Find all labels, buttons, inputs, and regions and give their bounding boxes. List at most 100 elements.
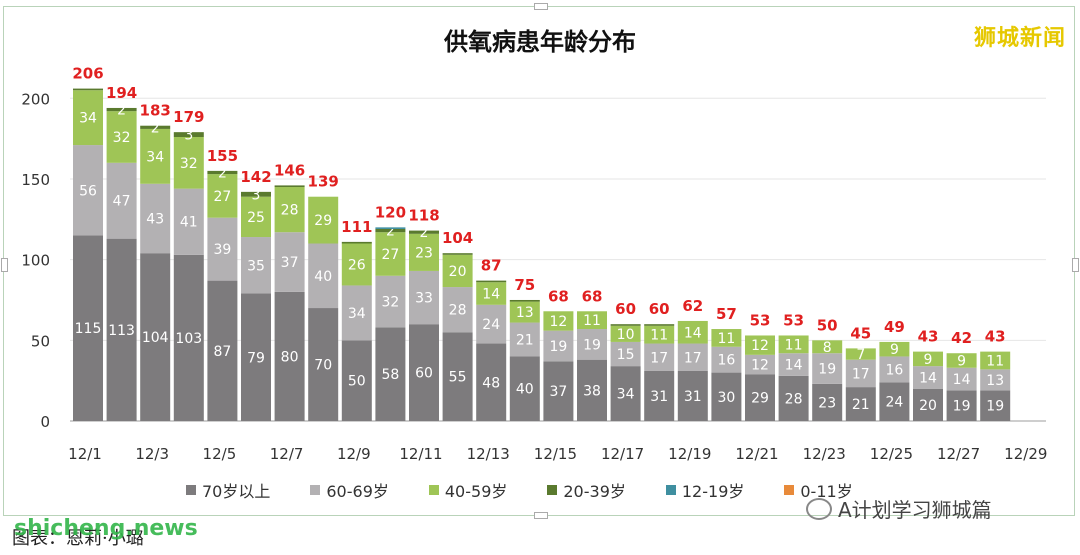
bar-segment-label: 58 [381,367,399,383]
bar-total-label: 43 [918,328,939,346]
bar-segment-label: 34 [617,387,635,403]
bar-segment [442,332,473,421]
bar-segment-label: 19 [583,337,601,353]
wechat-watermark: A计划学习狮城篇 [806,494,992,523]
bar-segment-label: 2 [117,103,126,119]
legend-swatch [310,485,321,495]
bar-total-label: 75 [514,276,535,294]
bar-segment-label: 43 [146,211,164,227]
bar-segment [980,369,1011,391]
bar-segment [173,188,204,255]
legend-label: 20-39岁 [563,482,626,501]
legend-item: 60-69岁 [310,478,389,502]
bar-segment [845,359,876,388]
bar-segment-label: 37 [281,255,299,271]
legend-item: 70岁以上 [186,478,270,502]
bar-total-label: 45 [850,324,871,342]
bar-segment-label: 9 [890,342,899,358]
bar-segment [577,359,607,421]
bar-segment [610,325,641,342]
bar-segment [106,238,137,421]
legend-swatch [186,485,196,495]
resize-handle-bottom[interactable] [534,512,548,519]
bar-segment-label: 13 [986,373,1004,389]
bar-segment [140,253,171,421]
legend-label: 40-59岁 [444,482,508,501]
bar-segment [375,228,406,233]
bar-segment-label: 23 [415,245,433,261]
x-tick-label: 12/5 [203,445,237,463]
bar-segment [509,301,540,323]
legend-label: 70岁以上 [202,482,271,501]
bar-segment-label: 12 [549,314,567,330]
bar-total-label: 118 [408,207,439,225]
bar-segment [913,351,943,367]
bar-segment [845,348,876,360]
bar-segment [946,353,977,368]
bar-segment [778,375,809,421]
bar-segment [106,111,137,163]
bar-segment-label: 16 [717,353,735,369]
bar-total-label: 139 [308,173,339,191]
bar-segment-label: 14 [919,370,937,386]
bar-segment [207,174,238,218]
bar-total-label: 142 [240,168,271,186]
bar-segment-label: 2 [151,120,160,136]
bar-segment [913,388,943,421]
bar-segment [677,320,708,344]
bar-segment-label: 8 [823,340,832,356]
bar-segment-label: 35 [247,258,265,274]
bar-segment-label: 37 [549,384,567,400]
legend-swatch [547,485,558,495]
bar-segment-label: 3 [184,128,193,144]
bar-segment-label: 17 [650,350,668,366]
x-tick-label: 12/23 [803,445,846,463]
resize-handle-left[interactable] [1,258,8,272]
bar-segment-label: 70 [314,358,332,374]
bar-segment [711,329,742,347]
chart-title: 供氧病患年龄分布 [444,28,636,56]
bar-segment [241,237,271,294]
bar-segment-label: 10 [617,327,635,343]
legend-label: 0-11岁 [800,482,853,501]
bar-total-label: 194 [106,84,137,102]
legend-label: 60-69岁 [326,482,389,501]
legend-swatch [784,485,795,495]
bar-segment-label: 34 [348,306,366,322]
x-tick-label: 12/11 [399,445,442,463]
bar-segment [274,291,305,421]
bar-segment [73,90,103,146]
bar-segment-label: 3 [252,187,261,203]
bar-segment [308,243,339,309]
bar-segment-label: 26 [348,257,366,273]
bar-segment-label: 115 [75,321,102,337]
bar-segment-label: 28 [449,303,467,319]
bar-segment [409,233,439,271]
bar-segment-label: 15 [617,347,635,363]
legend-item: 0-11岁 [784,478,853,502]
bar-segment-label: 104 [142,330,169,346]
bar-segment [577,329,607,360]
bar-segment-label: 19 [986,399,1004,415]
bar-segment [409,230,439,234]
bar-segment [644,325,675,344]
bar-segment-label: 17 [852,366,870,382]
legend-item: 12-19岁 [665,478,744,502]
bar-segment [375,232,406,276]
resize-handle-right[interactable] [1072,258,1079,272]
bar-segment [173,132,204,137]
bar-segment-label: 113 [108,323,135,339]
bar-segment-label: 41 [180,215,198,231]
resize-handle-top[interactable] [534,3,548,10]
bar-segment-label: 25 [247,210,265,226]
bar-segment-label: 28 [281,203,299,219]
bar-segment [375,327,406,421]
bar-segment-label: 11 [650,328,668,344]
bar-segment-label: 19 [818,362,836,378]
bar-segment-label: 2 [218,166,227,182]
bar-segment [442,254,473,288]
bar-segment-label: 19 [953,399,971,415]
bar-segment-label: 21 [516,333,534,349]
bar-segment [308,308,339,421]
